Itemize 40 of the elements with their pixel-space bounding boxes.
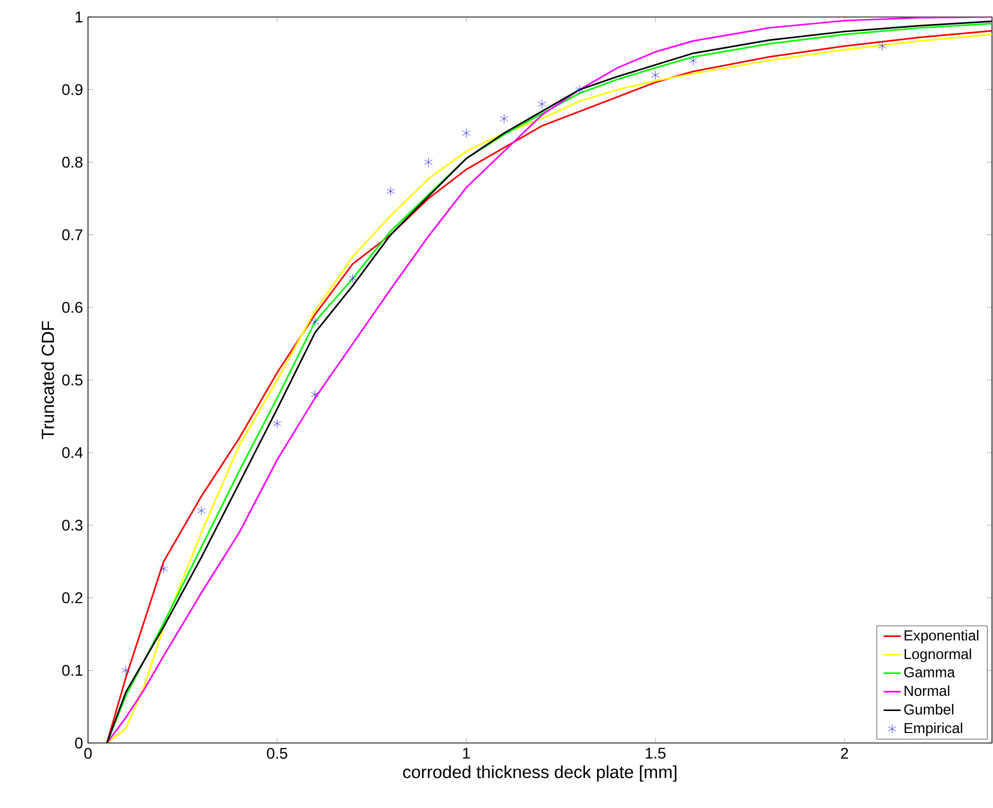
legend-label: Normal bbox=[904, 685, 950, 696]
point bbox=[651, 70, 660, 80]
point bbox=[197, 506, 206, 516]
point bbox=[160, 564, 168, 574]
point bbox=[878, 41, 886, 51]
y-axis-title: Truncated CDF bbox=[41, 321, 54, 440]
y-tick-label: 1 bbox=[76, 12, 82, 22]
point bbox=[310, 390, 320, 400]
x-tick-label: 1 bbox=[463, 748, 470, 759]
y-tick-label: 0.1 bbox=[62, 664, 82, 676]
x-tick-label: 2 bbox=[840, 748, 848, 759]
y-tick-label: 0.8 bbox=[62, 156, 82, 168]
x-tick-label: 1.5 bbox=[646, 748, 666, 759]
y-tick-label: 0.2 bbox=[62, 592, 82, 604]
y-tick-label: 0.3 bbox=[62, 520, 82, 531]
legend-label: Gumbel bbox=[904, 704, 954, 715]
legend-label: Lognormal bbox=[904, 648, 972, 662]
y-tick-label: 0.5 bbox=[62, 374, 82, 386]
x-tick-label: 0 bbox=[84, 748, 92, 759]
legend-label: Gamma bbox=[904, 667, 956, 678]
y-tick-label: 0.7 bbox=[62, 229, 82, 240]
y-tick-label: 0.9 bbox=[62, 84, 82, 96]
x-tick-label: 0.5 bbox=[266, 748, 288, 759]
point bbox=[424, 157, 433, 167]
point bbox=[273, 418, 282, 428]
y-tick-label: 0 bbox=[75, 738, 83, 748]
point bbox=[348, 274, 357, 284]
point bbox=[538, 99, 546, 109]
point bbox=[576, 84, 584, 94]
x-axis-title: corroded thickness deck plate [mm] bbox=[403, 765, 676, 782]
point bbox=[386, 186, 395, 196]
point bbox=[310, 317, 320, 327]
y-tick-label: 0.4 bbox=[62, 447, 83, 458]
point bbox=[689, 56, 698, 66]
legend-label: Empirical bbox=[904, 722, 962, 736]
point bbox=[122, 666, 130, 676]
legend-label: Exponential bbox=[904, 630, 978, 644]
point bbox=[500, 114, 508, 124]
y-tick-label: 0.6 bbox=[62, 302, 82, 313]
point bbox=[462, 128, 470, 138]
